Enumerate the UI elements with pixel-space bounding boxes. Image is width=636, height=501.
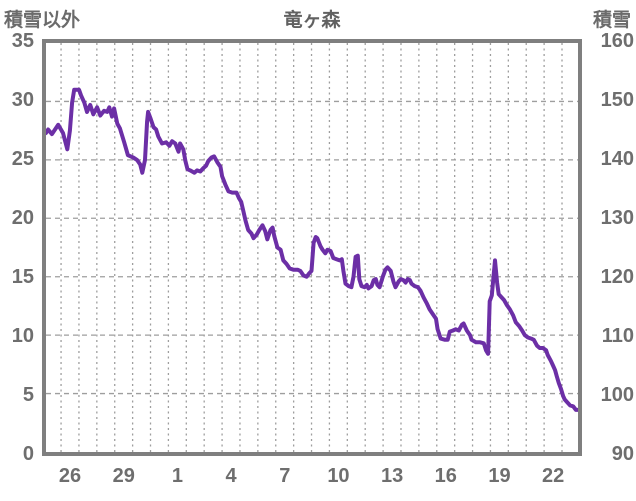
x-tick: 1 (171, 465, 183, 487)
x-tick: 10 (327, 465, 350, 487)
y-tick-right: 120 (600, 266, 634, 288)
vertical-gridlines (60, 43, 563, 452)
chart-canvas (46, 43, 578, 452)
x-tick: 19 (488, 465, 511, 487)
x-tick: 29 (112, 465, 135, 487)
x-tick: 26 (58, 465, 82, 487)
y-tick-left: 35 (11, 30, 34, 52)
plot-area (42, 39, 582, 456)
y-tick-left: 25 (11, 148, 34, 170)
y-tick-left: 15 (11, 266, 34, 288)
y-tick-right: 140 (600, 148, 634, 170)
y-tick-left: 0 (22, 443, 34, 465)
right-axis-title: 積雪 (592, 10, 631, 31)
x-tick: 7 (279, 465, 291, 487)
x-tick: 4 (225, 465, 237, 487)
y-tick-left: 20 (11, 207, 34, 229)
x-tick: 13 (380, 465, 404, 487)
chart-title: 竜ヶ森 (283, 10, 341, 31)
x-tick: 22 (542, 465, 565, 487)
y-tick-right: 100 (600, 384, 634, 406)
x-tick: 16 (434, 465, 457, 487)
y-tick-left: 10 (11, 325, 34, 347)
y-tick-right: 110 (601, 325, 634, 347)
snow-depth-line (46, 87, 578, 412)
y-tick-left: 30 (11, 89, 34, 111)
y-tick-right: 130 (600, 207, 634, 229)
y-tick-right: 90 (611, 443, 634, 465)
left-axis-title: 積雪以外 (4, 10, 81, 31)
y-tick-left: 5 (22, 384, 34, 406)
y-tick-right: 150 (600, 89, 634, 111)
y-tick-right: 160 (600, 30, 634, 52)
